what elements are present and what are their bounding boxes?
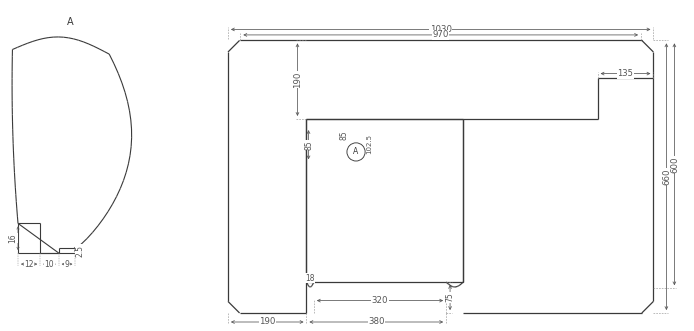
Text: A: A <box>353 147 359 157</box>
Text: 10: 10 <box>44 260 54 268</box>
Text: 2.5: 2.5 <box>76 245 85 257</box>
Text: 135: 135 <box>618 69 634 78</box>
Text: A: A <box>67 17 73 27</box>
Text: 1030: 1030 <box>430 25 452 34</box>
Text: 380: 380 <box>368 317 384 326</box>
Text: 75: 75 <box>446 293 455 303</box>
Text: 85: 85 <box>304 140 313 150</box>
Text: 190: 190 <box>259 317 276 326</box>
Text: 16: 16 <box>8 233 17 243</box>
Text: 18: 18 <box>305 273 315 283</box>
Text: 85: 85 <box>339 131 348 140</box>
Text: 320: 320 <box>372 296 388 305</box>
Text: 600: 600 <box>670 156 679 172</box>
Text: 12: 12 <box>24 260 34 268</box>
Text: 660: 660 <box>662 168 671 185</box>
Text: 9: 9 <box>65 260 69 268</box>
Text: 102.5: 102.5 <box>366 134 373 155</box>
Text: 190: 190 <box>293 71 302 88</box>
Text: 970: 970 <box>432 30 449 39</box>
